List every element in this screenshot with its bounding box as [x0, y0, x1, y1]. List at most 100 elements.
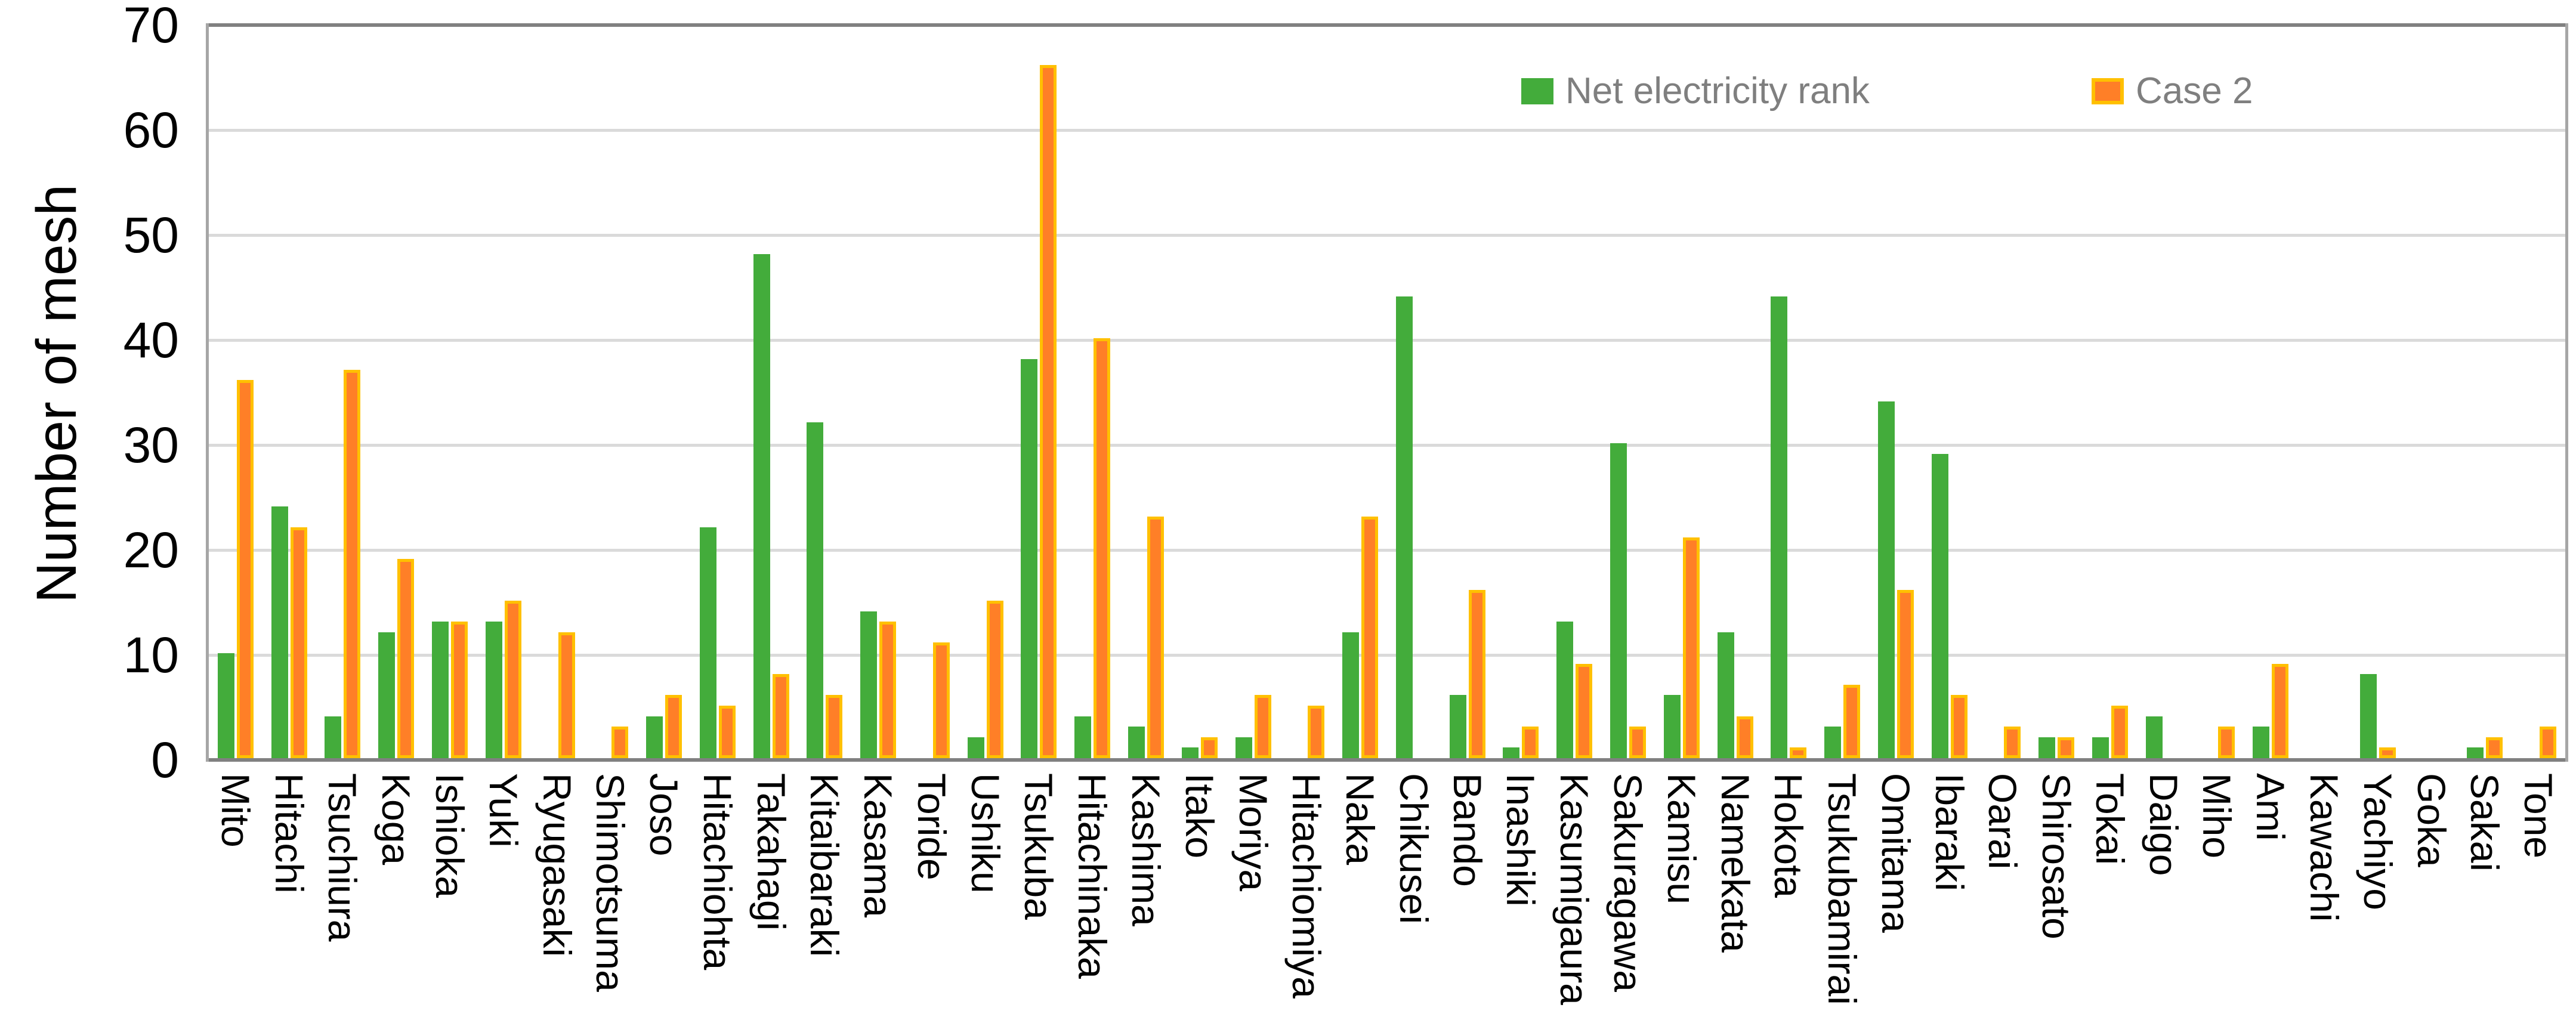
- x-category-label-daigo: Daigo: [2141, 773, 2186, 876]
- x-category-label-hitachiomiya: Hitachiomiya: [1284, 773, 1329, 999]
- gridline-y-20: [209, 549, 2565, 552]
- bar-case-2-hitachinaka: [1094, 338, 1111, 758]
- x-category-label-hitachinaka: Hitachinaka: [1070, 773, 1115, 979]
- x-category-label-sakai: Sakai: [2463, 773, 2507, 872]
- legend-swatch-net-electricity-rank: [1521, 78, 1553, 104]
- bar-case-2-hitachiomiya: [1308, 706, 1325, 758]
- bar-case-2-omitama: [1897, 590, 1914, 758]
- x-category-label-naka: Naka: [1338, 773, 1383, 866]
- x-category-label-chikusei: Chikusei: [1391, 773, 1436, 925]
- bar-case-2-kasama: [879, 622, 897, 758]
- legend-swatch-case-2: [2092, 78, 2124, 104]
- bar-case-2-sakai: [2486, 737, 2503, 758]
- x-category-label-tsukubamirai: Tsukubamirai: [1820, 773, 1865, 1005]
- bar-net-electricity-rank-moriya: [1235, 737, 1252, 758]
- plot-top-border: [206, 23, 2568, 27]
- bar-net-electricity-rank-hitachi: [271, 506, 288, 758]
- bar-case-2-tone: [2540, 727, 2557, 758]
- bar-net-electricity-rank-hitachiohta: [699, 527, 716, 758]
- bar-net-electricity-rank-hitachinaka: [1074, 716, 1092, 758]
- bar-net-electricity-rank-kasama: [860, 611, 878, 758]
- x-category-label-yachiyo: Yachiyo: [2355, 773, 2400, 910]
- bar-case-2-ami: [2272, 663, 2289, 758]
- bar-net-electricity-rank-ishioka: [431, 622, 449, 758]
- x-category-label-hokota: Hokota: [1766, 773, 1811, 898]
- bar-case-2-kashima: [1147, 517, 1165, 758]
- x-category-label-yuki: Yuki: [481, 773, 526, 848]
- bar-case-2-kitaibaraki: [826, 695, 843, 758]
- bar-case-2-ibaraki: [1950, 695, 1967, 758]
- bar-case-2-naka: [1361, 517, 1379, 758]
- x-category-label-toride: Toride: [909, 773, 954, 880]
- bar-net-electricity-rank-ami: [2253, 727, 2270, 758]
- bar-case-2-sakuragawa: [1629, 727, 1646, 758]
- bar-net-electricity-rank-kasumigaura: [1556, 622, 1574, 758]
- x-category-label-miho: Miho: [2195, 773, 2240, 859]
- bar-net-electricity-rank-daigo: [2145, 716, 2163, 758]
- bar-case-2-tokai: [2111, 706, 2128, 758]
- bar-case-2-kasumigaura: [1576, 663, 1593, 758]
- y-tick-10: 10: [123, 627, 179, 683]
- bar-case-2-tsuchiura: [344, 369, 361, 758]
- bar-case-2-miho: [2218, 727, 2235, 758]
- y-tick-70: 70: [123, 0, 179, 53]
- y-tick-60: 60: [123, 102, 179, 158]
- bar-case-2-ryugasaki: [558, 632, 575, 758]
- legend-label-net-electricity-rank: Net electricity rank: [1565, 70, 1870, 112]
- x-category-label-sakuragawa: Sakuragawa: [1605, 773, 1650, 992]
- gridline-y-40: [209, 339, 2565, 342]
- y-tick-40: 40: [123, 312, 179, 368]
- bar-case-2-hokota: [1790, 747, 1807, 758]
- bar-net-electricity-rank-inashiki: [1503, 747, 1520, 758]
- x-category-label-kamisu: Kamisu: [1659, 773, 1704, 905]
- bar-net-electricity-rank-ushiku: [967, 737, 984, 758]
- bar-case-2-inashiki: [1522, 727, 1539, 758]
- x-category-label-koga: Koga: [374, 773, 419, 866]
- bar-net-electricity-rank-naka: [1342, 632, 1360, 758]
- x-category-label-kawachi: Kawachi: [2302, 773, 2347, 922]
- x-category-label-mito: Mito: [213, 773, 258, 848]
- y-tick-30: 30: [123, 417, 179, 473]
- bar-net-electricity-rank-sakai: [2467, 747, 2484, 758]
- bar-case-2-bando: [1468, 590, 1485, 758]
- bar-net-electricity-rank-tsukubamirai: [1824, 727, 1842, 758]
- bar-case-2-hitachiohta: [718, 706, 736, 758]
- x-category-label-takahagi: Takahagi: [749, 773, 793, 931]
- bar-net-electricity-rank-hokota: [1771, 296, 1788, 758]
- bar-case-2-moriya: [1254, 695, 1271, 758]
- x-category-label-tsuchiura: Tsuchiura: [320, 773, 365, 942]
- x-category-label-namekata: Namekata: [1713, 773, 1758, 953]
- x-category-label-goka: Goka: [2409, 773, 2454, 867]
- y-axis-line: [206, 23, 209, 762]
- bar-net-electricity-rank-kashima: [1128, 727, 1145, 758]
- bar-case-2-shimotsuma: [611, 727, 629, 758]
- bar-net-electricity-rank-joso: [646, 716, 663, 758]
- bar-case-2-oarai: [2004, 727, 2021, 758]
- legend-label-case-2: Case 2: [2136, 70, 2253, 112]
- bar-net-electricity-rank-sakuragawa: [1610, 443, 1627, 758]
- plot-right-border: [2565, 23, 2568, 762]
- bar-net-electricity-rank-tokai: [2092, 737, 2109, 758]
- x-category-label-hitachi: Hitachi: [267, 773, 311, 894]
- x-category-label-joso: Joso: [642, 773, 687, 857]
- bar-net-electricity-rank-kitaibaraki: [807, 422, 824, 758]
- y-tick-20: 20: [123, 522, 179, 578]
- bar-net-electricity-rank-tsukuba: [1021, 359, 1038, 758]
- x-category-label-oarai: Oarai: [1981, 773, 2025, 870]
- bar-case-2-hitachi: [290, 527, 307, 758]
- bar-net-electricity-rank-namekata: [1717, 632, 1734, 758]
- x-category-label-tsukuba: Tsukuba: [1017, 773, 1061, 920]
- x-category-label-kashima: Kashima: [1124, 773, 1169, 926]
- y-tick-50: 50: [123, 207, 179, 263]
- bar-case-2-yuki: [504, 601, 521, 758]
- bar-case-2-itako: [1200, 737, 1218, 758]
- x-category-label-kitaibaraki: Kitaibaraki: [802, 773, 847, 957]
- x-category-label-ushiku: Ushiku: [963, 773, 1008, 894]
- x-category-label-moriya: Moriya: [1231, 773, 1275, 892]
- x-category-label-hitachiohta: Hitachiohta: [695, 773, 740, 971]
- x-category-label-inashiki: Inashiki: [1499, 773, 1543, 907]
- x-category-label-shirosato: Shirosato: [2034, 773, 2079, 939]
- bar-net-electricity-rank-ibaraki: [1931, 453, 1948, 758]
- bar-case-2-koga: [397, 558, 415, 758]
